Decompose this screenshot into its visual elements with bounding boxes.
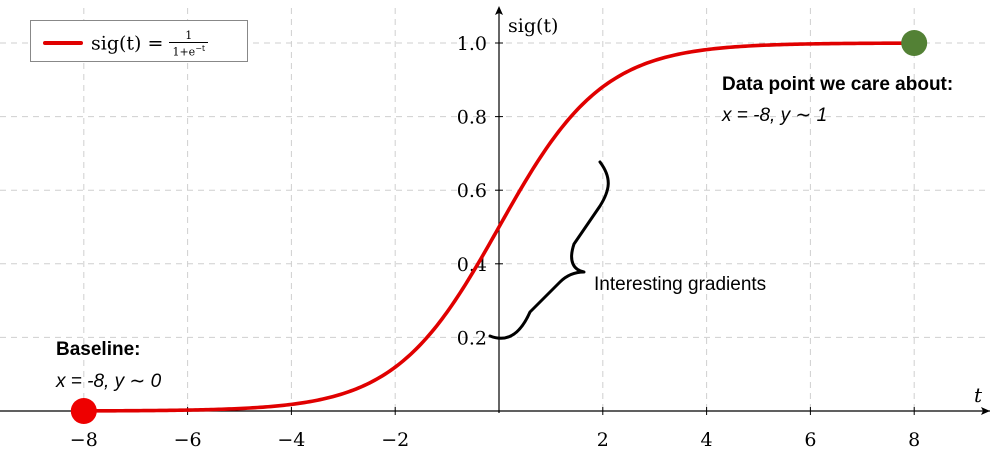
- legend-label: sig(t) = 1 1+e−t: [91, 30, 209, 59]
- data-point-marker: [70, 398, 97, 424]
- legend: sig(t) = 1 1+e−t: [30, 20, 248, 62]
- x-tick-label: −8: [70, 429, 98, 451]
- axes: [0, 6, 990, 415]
- series-layer: [82, 41, 916, 413]
- tick-labels: −8 −6 −4 −2 2 4 6 80.20.40.60.81.0: [70, 33, 920, 451]
- legend-lhs: sig(t) =: [91, 32, 164, 55]
- legend-fraction: 1 1+e−t: [169, 30, 209, 59]
- y-tick-label: 0.8: [457, 107, 487, 129]
- y-axis-label: sig(t): [508, 15, 558, 37]
- y-axis-arrow: [495, 6, 503, 15]
- x-axis-label: t: [974, 383, 983, 407]
- gradient-brace: [488, 160, 610, 340]
- brace-path: [488, 160, 610, 340]
- y-tick-label: 0.6: [457, 180, 487, 202]
- points-layer: [70, 30, 928, 424]
- y-tick-label: 1.0: [457, 33, 487, 55]
- target-title: Data point we care about:: [722, 74, 954, 95]
- x-tick-label: 6: [804, 429, 816, 451]
- gradients-annotation: Interesting gradients: [594, 274, 767, 295]
- grid-lines: [0, 8, 990, 411]
- legend-denominator: 1+e−t: [172, 44, 206, 59]
- x-tick-label: −2: [381, 429, 409, 451]
- x-tick-label: 8: [908, 429, 920, 451]
- legend-line-swatch: [43, 41, 83, 45]
- legend-numerator: 1: [169, 30, 209, 43]
- target-coords: x = -8, y ∼ 1: [722, 105, 828, 126]
- baseline-coords: x = -8, y ∼ 0: [56, 371, 162, 392]
- legend-exponent: −t: [195, 44, 206, 53]
- sigmoid-curve: [82, 41, 916, 413]
- x-tick-label: 4: [701, 429, 713, 451]
- data-point-marker: [901, 30, 928, 56]
- x-tick-label: −4: [277, 429, 305, 451]
- y-tick-label: 0.2: [457, 327, 487, 349]
- x-axis-arrow: [981, 407, 990, 415]
- x-tick-label: −6: [174, 429, 202, 451]
- x-tick-label: 2: [597, 429, 609, 451]
- baseline-title: Baseline:: [56, 339, 141, 360]
